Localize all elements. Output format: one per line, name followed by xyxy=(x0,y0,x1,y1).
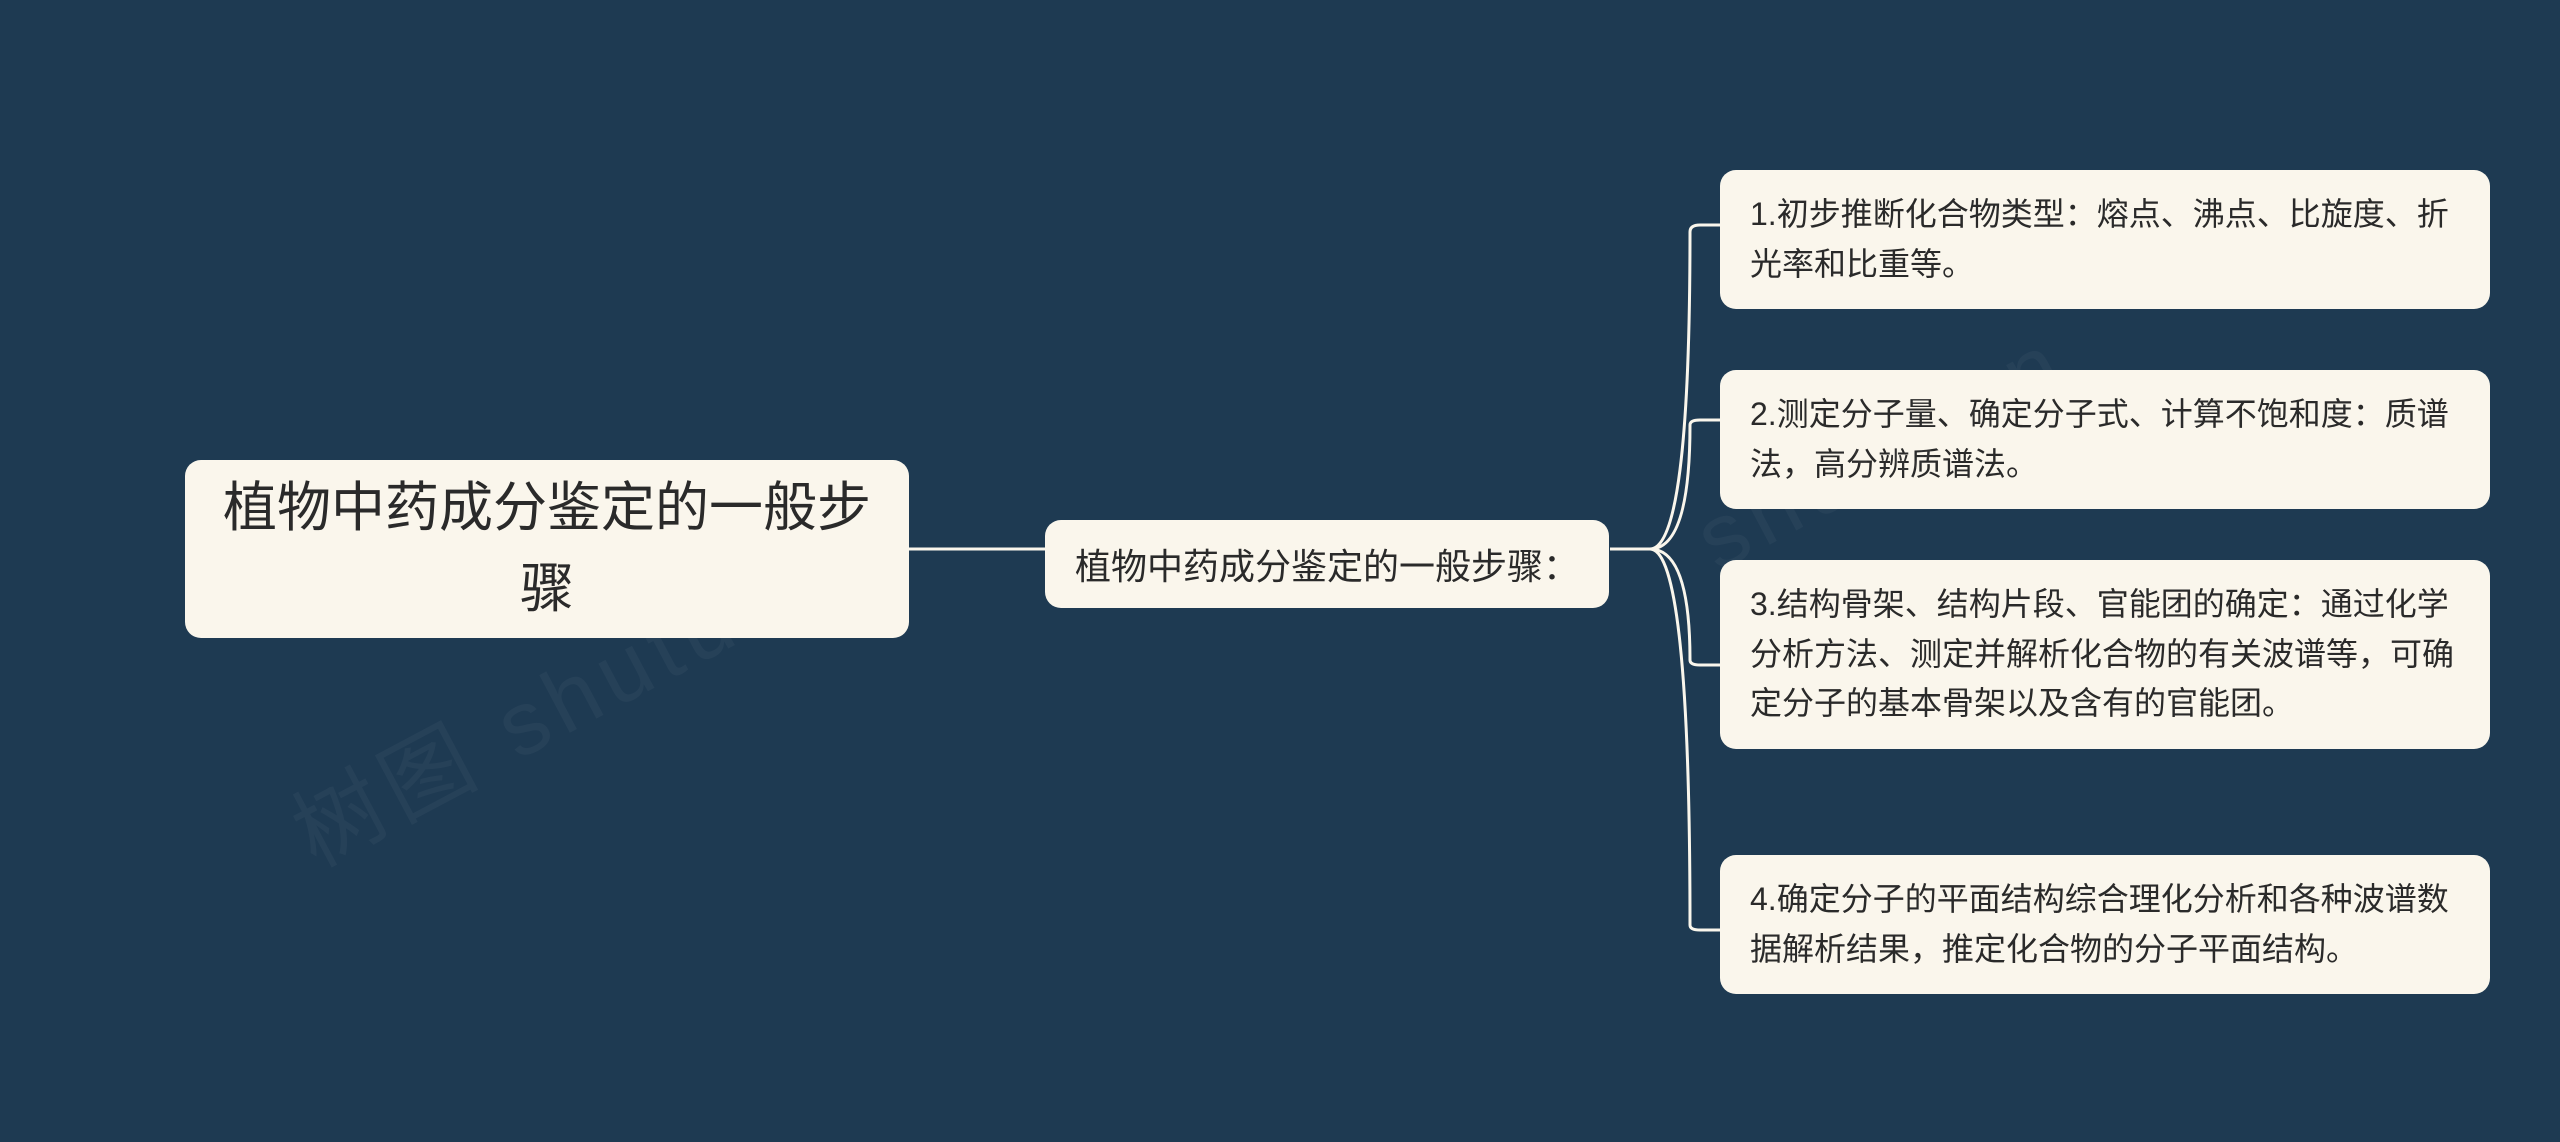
leaf-text-3: 3.结构骨架、结构片段、官能团的确定：通过化学分析方法、测定并解析化合物的有关波… xyxy=(1750,586,2454,721)
leaf-node-4: 4.确定分子的平面结构综合理化分析和各种波谱数据解析结果，推定化合物的分子平面结… xyxy=(1720,855,2490,994)
leaf-text-2: 2.测定分子量、确定分子式、计算不饱和度：质谱法，高分辨质谱法。 xyxy=(1750,396,2449,482)
level2-text: 植物中药成分鉴定的一般步骤： xyxy=(1075,546,1579,587)
level2-node: 植物中药成分鉴定的一般步骤： xyxy=(1045,520,1609,608)
root-node: 植物中药成分鉴定的一般步骤 xyxy=(185,460,909,638)
leaf-node-2: 2.测定分子量、确定分子式、计算不饱和度：质谱法，高分辨质谱法。 xyxy=(1720,370,2490,509)
leaf-text-1: 1.初步推断化合物类型：熔点、沸点、比旋度、折光率和比重等。 xyxy=(1750,196,2449,282)
leaf-text-4: 4.确定分子的平面结构综合理化分析和各种波谱数据解析结果，推定化合物的分子平面结… xyxy=(1750,881,2449,967)
leaf-node-3: 3.结构骨架、结构片段、官能团的确定：通过化学分析方法、测定并解析化合物的有关波… xyxy=(1720,560,2490,749)
root-text: 植物中药成分鉴定的一般步骤 xyxy=(213,468,881,630)
leaf-node-1: 1.初步推断化合物类型：熔点、沸点、比旋度、折光率和比重等。 xyxy=(1720,170,2490,309)
